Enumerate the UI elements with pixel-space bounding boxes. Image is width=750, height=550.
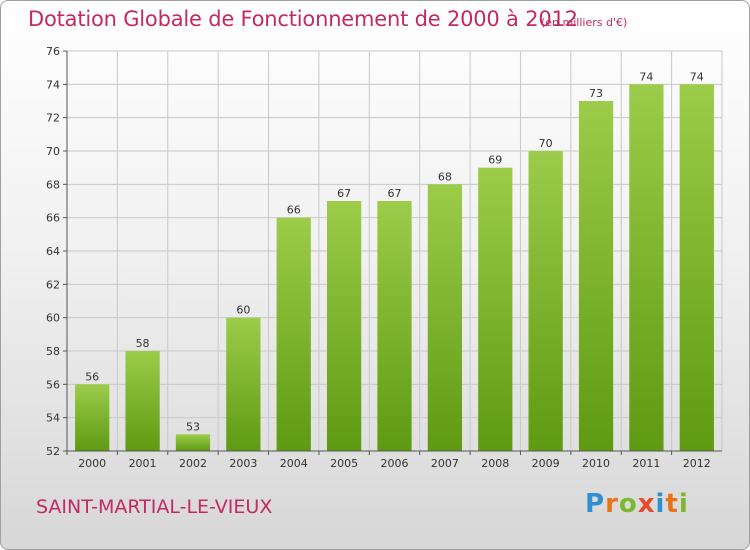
y-tick-label: 76 bbox=[46, 45, 60, 58]
proxiti-logo: Proxiti bbox=[585, 489, 689, 519]
value-label: 58 bbox=[136, 337, 150, 350]
logo-letter: t bbox=[665, 489, 679, 519]
bar-2011 bbox=[629, 84, 664, 451]
bar-2008 bbox=[478, 167, 513, 451]
x-tick-label: 2006 bbox=[381, 457, 409, 470]
bar-2006 bbox=[377, 201, 412, 451]
bar-2002 bbox=[175, 434, 211, 451]
logo-letter: o bbox=[618, 489, 638, 519]
y-tick-label: 68 bbox=[46, 178, 60, 191]
logo-letter: r bbox=[605, 489, 619, 519]
x-tick-label: 2004 bbox=[280, 457, 308, 470]
value-label: 68 bbox=[438, 170, 452, 183]
x-tick-label: 2008 bbox=[481, 457, 509, 470]
x-tick-label: 2012 bbox=[683, 457, 711, 470]
x-tick-label: 2001 bbox=[129, 457, 157, 470]
logo-letter: P bbox=[585, 489, 606, 519]
bar-2001 bbox=[125, 351, 160, 451]
y-tick-label: 66 bbox=[46, 212, 60, 225]
value-label: 67 bbox=[337, 187, 351, 200]
bar-2003 bbox=[226, 317, 261, 451]
value-label: 66 bbox=[287, 204, 301, 217]
labels: 52 54 56 58 60 62 64 66 68 70 72 74 76 56 2000 58 2001 53… bbox=[46, 45, 711, 470]
y-tick-label: 52 bbox=[46, 445, 60, 458]
value-label: 70 bbox=[539, 137, 553, 150]
y-tick-label: 62 bbox=[46, 278, 60, 291]
y-tick-label: 54 bbox=[46, 412, 60, 425]
bar-2012 bbox=[679, 84, 714, 451]
chart-title: Dotation Globale de Fonctionnement de 20… bbox=[28, 7, 578, 31]
y-tick-label: 74 bbox=[46, 78, 60, 91]
y-tick-label: 58 bbox=[46, 345, 60, 358]
bar-2009 bbox=[528, 151, 563, 451]
value-label: 56 bbox=[85, 370, 99, 383]
x-tick-label: 2011 bbox=[632, 457, 660, 470]
x-tick-label: 2005 bbox=[330, 457, 358, 470]
bar-2000 bbox=[75, 384, 110, 451]
logo-letter: x bbox=[637, 489, 656, 519]
bar-2010 bbox=[578, 101, 614, 451]
bar-2004 bbox=[276, 217, 311, 451]
commune-name: SAINT-MARTIAL-LE-VIEUX bbox=[36, 496, 273, 518]
value-label: 73 bbox=[589, 87, 603, 100]
axes bbox=[63, 50, 722, 455]
chart-subtitle: (en milliers d'€) bbox=[541, 16, 628, 29]
y-tick-label: 72 bbox=[46, 112, 60, 125]
value-label: 60 bbox=[236, 304, 250, 317]
bars bbox=[75, 84, 714, 452]
x-tick-label: 2010 bbox=[582, 457, 610, 470]
bar-2007 bbox=[427, 184, 463, 452]
y-tick-label: 56 bbox=[46, 378, 60, 391]
x-tick-label: 2007 bbox=[431, 457, 459, 470]
logo-letter: i bbox=[678, 489, 689, 519]
y-tick-label: 64 bbox=[46, 245, 60, 258]
x-tick-label: 2003 bbox=[229, 457, 257, 470]
value-label: 74 bbox=[639, 70, 653, 83]
value-label: 74 bbox=[690, 70, 704, 83]
bar-2005 bbox=[326, 201, 362, 451]
y-tick-label: 70 bbox=[46, 145, 60, 158]
value-label: 69 bbox=[488, 154, 502, 167]
value-label: 53 bbox=[186, 420, 200, 433]
x-tick-label: 2000 bbox=[78, 457, 106, 470]
logo-letter: i bbox=[655, 489, 666, 519]
value-label: 67 bbox=[388, 187, 402, 200]
x-tick-label: 2002 bbox=[179, 457, 207, 470]
y-tick-label: 60 bbox=[46, 312, 60, 325]
x-tick-label: 2009 bbox=[532, 457, 560, 470]
